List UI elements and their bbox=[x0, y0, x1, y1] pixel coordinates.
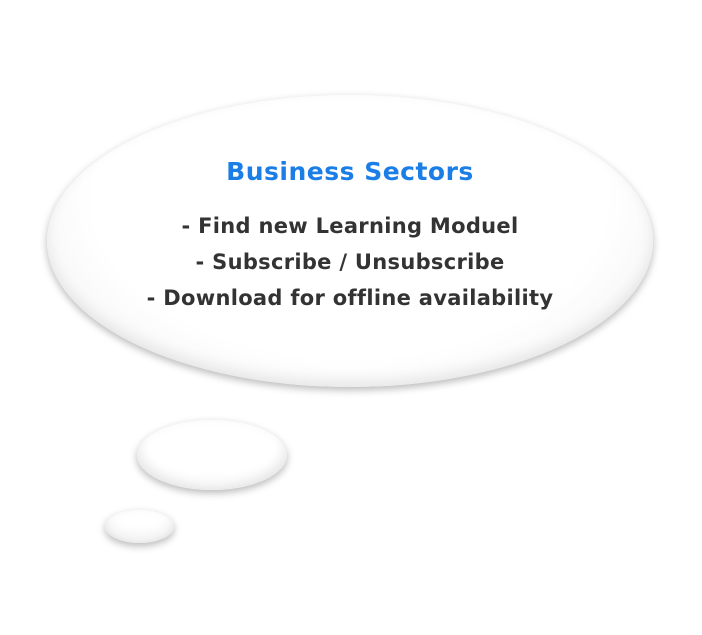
bubble-line-find-module: - Find new Learning Moduel bbox=[181, 214, 519, 238]
thought-bubble-small-dot bbox=[105, 510, 174, 543]
bubble-line-download: - Download for offline availability bbox=[146, 286, 554, 310]
thought-bubble-content: Business Sectors - Find new Learning Mod… bbox=[47, 95, 653, 387]
thought-bubble-medium-dot bbox=[137, 420, 287, 490]
bubble-title: Business Sectors bbox=[226, 157, 474, 186]
thought-bubble-main bbox=[47, 95, 653, 387]
bubble-lines: - Find new Learning Moduel - Subscribe /… bbox=[47, 208, 653, 316]
bubble-line-subscribe: - Subscribe / Unsubscribe bbox=[195, 250, 505, 274]
